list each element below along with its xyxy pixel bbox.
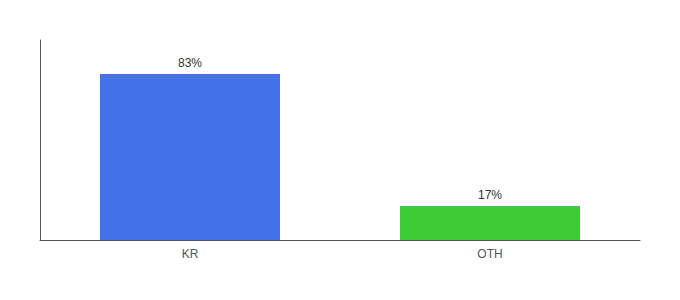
svg-text:KR: KR — [182, 247, 199, 261]
svg-text:83%: 83% — [178, 56, 202, 70]
svg-text:OTH: OTH — [477, 247, 502, 261]
svg-text:17%: 17% — [478, 188, 502, 202]
